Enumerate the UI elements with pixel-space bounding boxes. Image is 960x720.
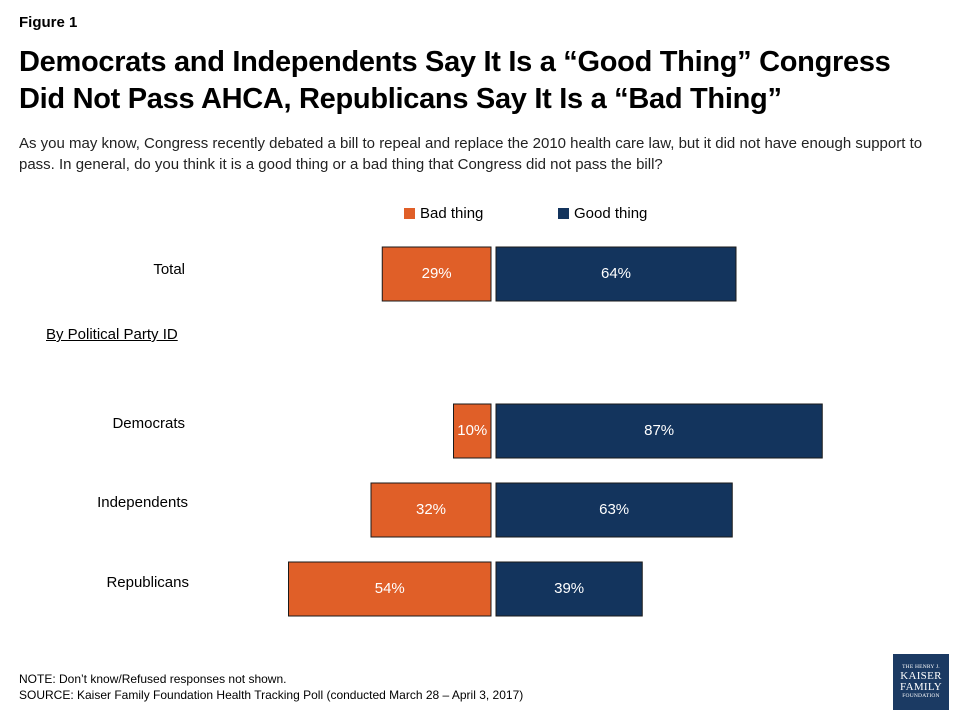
group-header-political-party: By Political Party ID (46, 326, 178, 343)
chart-subtitle: As you may know, Congress recently debat… (19, 135, 923, 173)
data-label-bad-thing-republicans: 54% (375, 580, 405, 597)
bar-bad-thing-democrats (453, 403, 492, 459)
chart-title-line-2: Did Not Pass AHCA, Republicans Say It Is… (19, 83, 782, 115)
legend-label-good-thing: Good thing (574, 205, 648, 222)
data-label-good-thing-total: 64% (601, 265, 631, 282)
legend: Bad thing Good thing (0, 205, 960, 227)
bar-good-thing-total (495, 246, 737, 302)
data-label-good-thing-independents: 63% (599, 501, 629, 518)
category-label-total: Total (153, 261, 185, 278)
category-label-democrats: Democrats (112, 415, 185, 432)
data-label-bad-thing-total: 29% (422, 265, 452, 282)
logo-line-3: FAMILY (899, 681, 943, 693)
figure-label: Figure 1 (19, 14, 78, 31)
chart-title-line-1: Democrats and Independents Say It Is a “… (19, 46, 891, 78)
bar-good-thing-republicans (495, 561, 643, 617)
data-label-good-thing-republicans: 39% (554, 580, 584, 597)
legend-swatch-good-thing (558, 208, 569, 219)
logo-line-1: THE HENRY J. (902, 664, 940, 670)
bar-bad-thing-total (381, 246, 492, 302)
bar-bad-thing-republicans (288, 561, 492, 617)
chart-title: Democrats and Independents Say It Is a “… (19, 44, 949, 118)
data-label-bad-thing-democrats: 10% (457, 422, 487, 439)
note-text: NOTE: Don’t know/Refused responses not s… (19, 672, 287, 686)
legend-item-bad-thing: Bad thing (404, 205, 483, 222)
data-label-good-thing-democrats: 87% (644, 422, 674, 439)
logo-line-2: KAISER (900, 670, 942, 682)
source-text: SOURCE: Kaiser Family Foundation Health … (19, 688, 524, 702)
logo-line-4: FOUNDATION (902, 693, 940, 699)
legend-label-bad-thing: Bad thing (420, 205, 484, 222)
data-label-bad-thing-independents: 32% (416, 501, 446, 518)
legend-item-good-thing: Good thing (558, 205, 647, 222)
category-label-independents: Independents (97, 494, 188, 511)
legend-swatch-bad-thing (404, 208, 415, 219)
category-label-republicans: Republicans (106, 574, 189, 591)
bar-good-thing-democrats (495, 403, 823, 459)
bar-good-thing-independents (495, 482, 733, 538)
bar-bad-thing-independents (370, 482, 492, 538)
chart-footnotes: NOTE: Don’t know/Refused responses not s… (19, 671, 523, 703)
kff-logo: THE HENRY J. KAISER FAMILY FOUNDATION (893, 654, 949, 710)
